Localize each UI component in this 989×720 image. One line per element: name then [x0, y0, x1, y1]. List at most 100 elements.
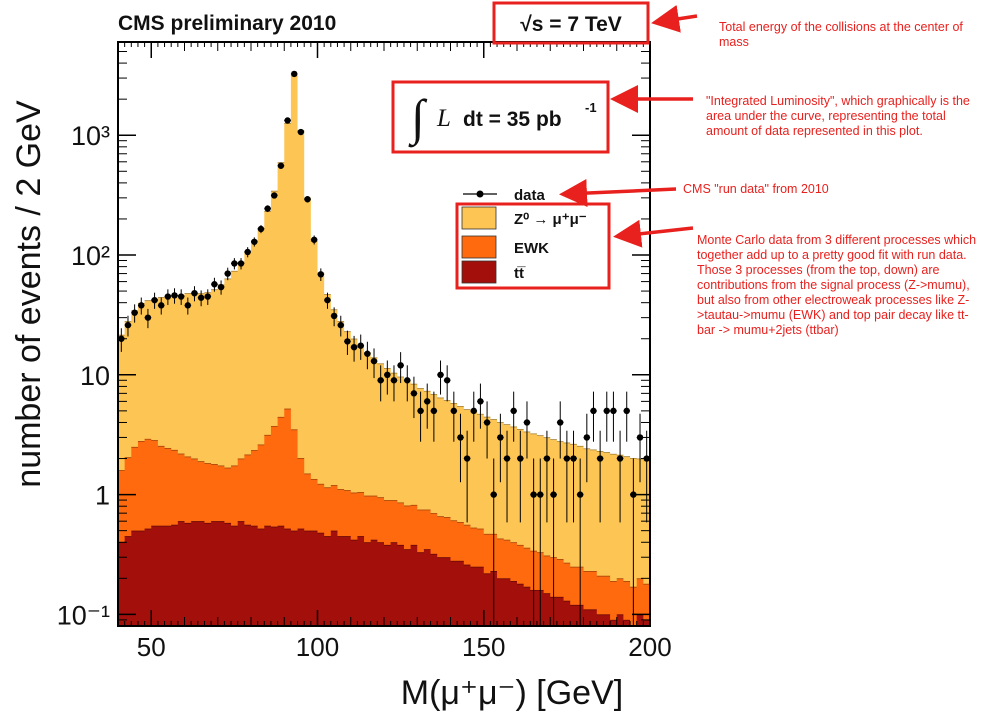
data-point: [304, 196, 311, 203]
bar-zmumu: [184, 293, 192, 294]
luminosity-exponent: -1: [585, 100, 597, 115]
bar-zmumu: [603, 452, 611, 453]
data-point: [244, 248, 251, 256]
legend-ttbar-swatch: [461, 260, 497, 284]
bar-ewk: [270, 425, 278, 427]
bar-ttbar: [211, 521, 218, 522]
bar-ttbar: [310, 530, 318, 532]
bar-ewk: [297, 458, 305, 459]
bar-zmumu: [503, 424, 511, 425]
data-point: [317, 271, 325, 278]
bar-ttbar: [184, 522, 192, 524]
bar-ewk: [423, 509, 431, 511]
data-point: [177, 293, 185, 300]
data-point: [490, 491, 497, 498]
bar-ewk: [284, 408, 291, 410]
bar-ewk: [237, 458, 245, 460]
bar-ttbar: [477, 566, 484, 568]
data-point: [131, 309, 138, 316]
bar-ttbar: [377, 542, 384, 544]
data-point: [463, 455, 471, 462]
data-annotation: CMS "run data" from 2010: [683, 182, 829, 196]
data-point: [184, 302, 192, 309]
bar-ttbar: [623, 619, 631, 621]
bar-ttbar: [590, 609, 597, 611]
bar-ewk: [277, 416, 285, 418]
data-point: [497, 434, 504, 441]
bar-ewk: [157, 445, 165, 447]
y-tick-label: 10: [80, 361, 110, 391]
data-point: [357, 342, 364, 349]
montecarlo-arrow: [613, 219, 694, 248]
bar-ttbar: [443, 557, 451, 559]
bar-ewk: [397, 502, 404, 504]
data-point: [144, 314, 152, 321]
data-point: [158, 302, 165, 309]
legend-zmumu-swatch: [461, 206, 497, 230]
data-point: [204, 293, 211, 300]
bar-ttbar: [171, 524, 178, 526]
data-point: [291, 70, 298, 78]
bar-zmumu: [623, 456, 631, 458]
bar-ttbar: [370, 539, 378, 541]
bar-ewk: [197, 461, 205, 463]
data-point: [370, 357, 378, 365]
data-point: [543, 455, 551, 462]
bar-ttbar: [264, 525, 271, 527]
data-point: [590, 407, 597, 415]
axis-ticks: 50 100 150 200 10⁻¹ 1 10 10² 10³: [57, 41, 672, 662]
bar-ewk: [124, 457, 132, 459]
montecarlo-annotation: Monte Carlo data from 3 different proces…: [697, 233, 977, 337]
bar-ewk: [403, 505, 411, 507]
data-point: [510, 407, 517, 415]
x-tick-label: 150: [462, 632, 505, 662]
bar-ttbar: [157, 525, 165, 527]
data-point: [404, 377, 411, 384]
bar-ewk: [463, 524, 471, 526]
bar-ttbar: [277, 525, 285, 527]
x-axis-label: M(μ⁺μ⁻) [GeV]: [401, 674, 623, 712]
chart-title: CMS preliminary 2010: [118, 12, 336, 35]
bar-ewk: [643, 583, 650, 585]
bar-ttbar: [290, 530, 298, 532]
bar-ttbar: [570, 604, 577, 606]
montecarlo-highlight-box: [455, 202, 611, 290]
integral-sign: ∫: [408, 89, 428, 148]
bar-ttbar: [497, 578, 504, 580]
data-point: [483, 419, 491, 426]
bar-ewk: [616, 578, 624, 580]
bar-ttbar: [337, 536, 345, 537]
bar-ttbar: [430, 553, 438, 555]
legend-data-label: data: [514, 187, 546, 204]
bar-ewk: [517, 544, 524, 546]
bar-ttbar: [563, 600, 571, 602]
bar-ewk: [563, 562, 571, 564]
data-point: [330, 312, 338, 320]
data-point: [231, 260, 238, 267]
legend-ttbar-label: tt̅: [514, 265, 526, 282]
bar-ttbar: [463, 564, 471, 566]
bar-ewk: [310, 478, 318, 480]
bar-ttbar: [350, 539, 358, 541]
data-point: [537, 491, 544, 498]
x-tick-label: 100: [296, 632, 339, 662]
bar-ewk: [603, 575, 611, 577]
bar-ttbar: [397, 544, 404, 546]
bar-ewk: [377, 497, 384, 499]
bar-ttbar: [437, 557, 444, 559]
bar-ttbar: [610, 619, 617, 621]
bar-ewk: [590, 571, 597, 572]
bar-ttbar: [270, 526, 278, 528]
bar-ttbar: [417, 552, 424, 554]
bar-ewk: [556, 558, 564, 560]
bar-ewk: [443, 517, 451, 518]
bar-ewk: [610, 580, 617, 582]
bar-ttbar: [144, 528, 152, 530]
legend-ewk-swatch: [461, 235, 497, 259]
data-point: [217, 283, 225, 291]
bar-ewk: [470, 527, 478, 529]
bar-ttbar: [470, 566, 478, 568]
bar-ewk: [450, 520, 458, 522]
bar-ttbar: [191, 521, 198, 522]
bar-ewk: [337, 489, 345, 490]
